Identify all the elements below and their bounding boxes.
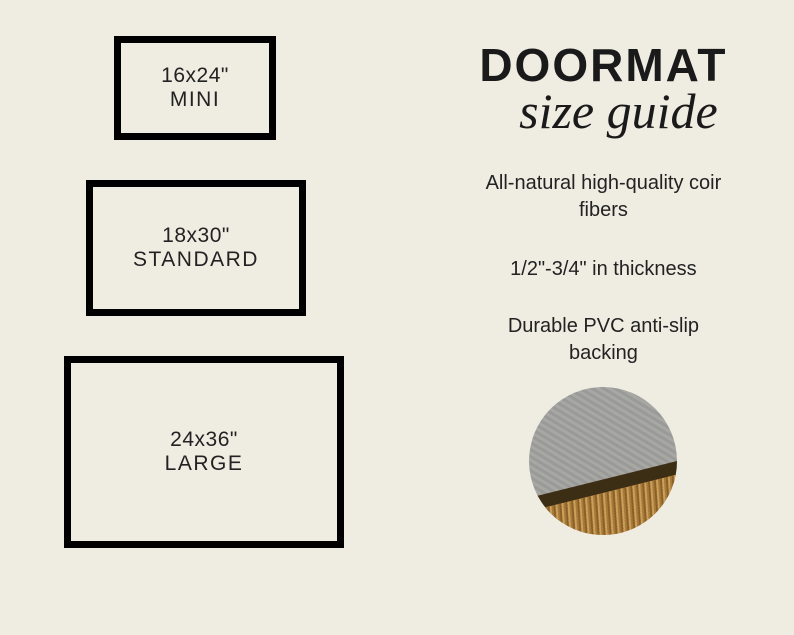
feature-thickness: 1/2"-3/4" in thickness	[483, 256, 723, 283]
title-size-guide: size guide	[443, 86, 794, 136]
size-dimensions: 18x30"	[133, 224, 259, 248]
infographic-container: 16x24" MINI 18x30" STANDARD 24x36" LARGE…	[0, 0, 794, 635]
info-column: DOORMAT size guide All-natural high-qual…	[413, 0, 794, 635]
size-box-large: 24x36" LARGE	[64, 356, 344, 548]
size-dimensions: 16x24"	[161, 64, 229, 88]
feature-coir: All-natural high-quality coir fibers	[483, 170, 723, 224]
title-doormat: DOORMAT	[413, 42, 794, 88]
size-name: STANDARD	[133, 248, 259, 272]
size-box-standard: 18x30" STANDARD	[86, 180, 306, 316]
feature-backing: Durable PVC anti-slip backing	[483, 313, 723, 367]
size-name: MINI	[161, 88, 229, 112]
doormat-swatch-icon	[529, 387, 677, 535]
size-dimensions: 24x36"	[165, 428, 244, 452]
size-box-mini: 16x24" MINI	[114, 36, 276, 140]
size-name: LARGE	[165, 452, 244, 476]
size-boxes-column: 16x24" MINI 18x30" STANDARD 24x36" LARGE	[0, 0, 413, 635]
